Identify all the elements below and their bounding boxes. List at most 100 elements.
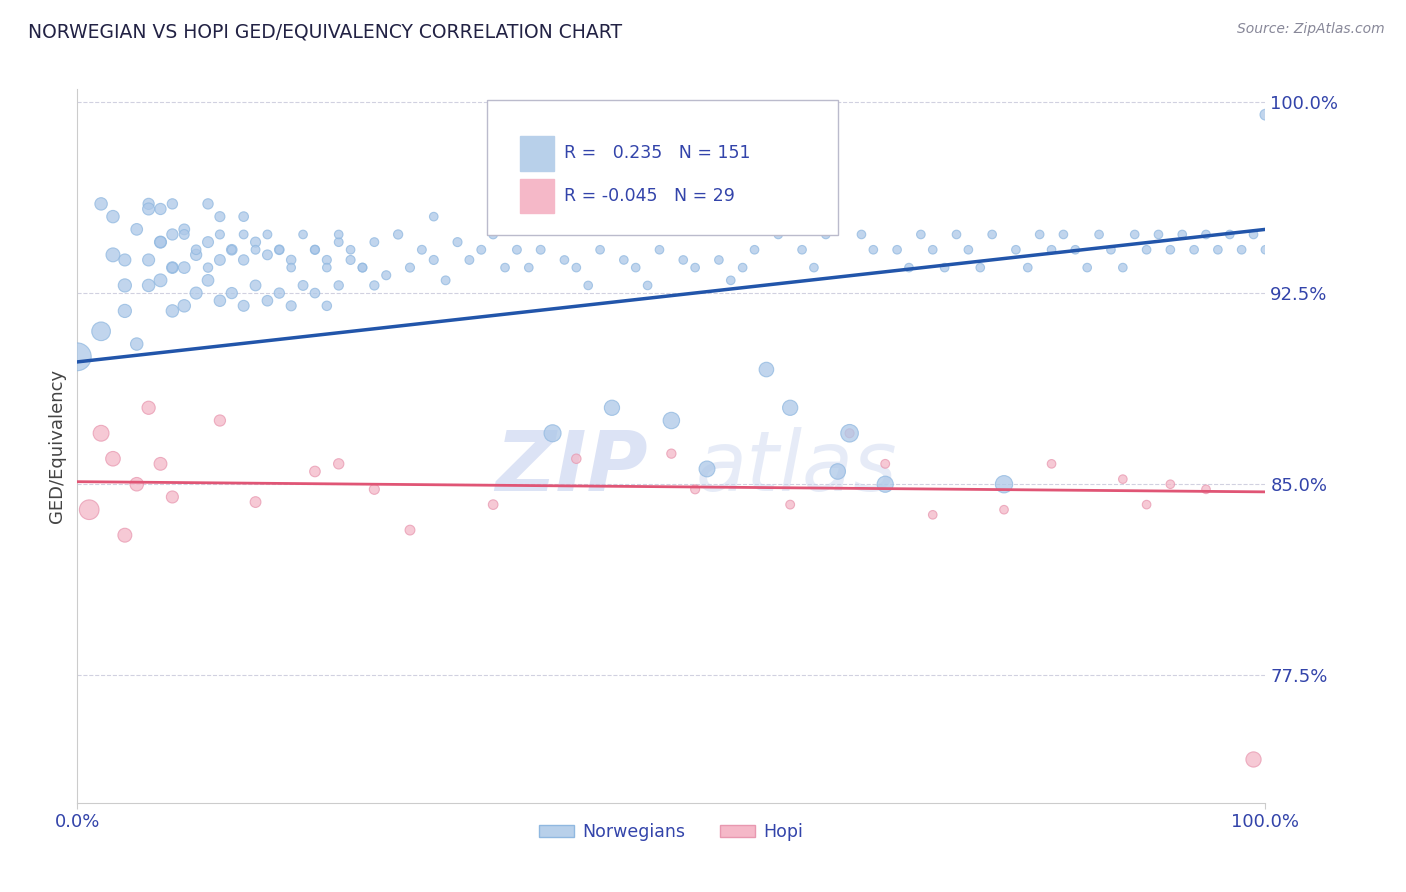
Point [114, 528, 136, 542]
Point [256, 248, 278, 262]
Point [803, 260, 825, 275]
Point [125, 222, 148, 236]
Point [423, 210, 446, 224]
Point [256, 293, 278, 308]
Point [114, 252, 136, 267]
Point [304, 465, 326, 479]
Point [197, 197, 219, 211]
Text: R =   0.235   N = 151: R = 0.235 N = 151 [564, 145, 751, 162]
Point [910, 227, 932, 242]
Point [149, 273, 172, 287]
Y-axis label: GED/Equivalency: GED/Equivalency [48, 369, 66, 523]
Point [162, 197, 184, 211]
Point [245, 235, 267, 249]
Point [221, 243, 243, 257]
Text: atlas: atlas [695, 427, 897, 508]
Point [921, 243, 943, 257]
Point [482, 227, 505, 242]
Point [138, 197, 160, 211]
Point [814, 227, 837, 242]
Point [77, 502, 100, 516]
Point [269, 286, 291, 301]
Point [886, 243, 908, 257]
Point [1243, 752, 1265, 766]
Point [637, 278, 659, 293]
Point [162, 227, 184, 242]
Point [197, 235, 219, 249]
Point [707, 252, 730, 267]
Point [149, 202, 172, 216]
Point [506, 243, 529, 257]
Point [1028, 227, 1050, 242]
Text: R = -0.045   N = 29: R = -0.045 N = 29 [564, 187, 735, 205]
Point [565, 451, 588, 466]
Point [1195, 483, 1218, 497]
Point [993, 477, 1015, 491]
Point [1159, 243, 1181, 257]
Point [1206, 243, 1229, 257]
Point [232, 227, 254, 242]
Point [221, 286, 243, 301]
Point [125, 337, 148, 351]
Point [600, 401, 623, 415]
Point [1040, 457, 1063, 471]
Point [482, 498, 505, 512]
Text: ZIP: ZIP [495, 427, 648, 508]
Point [576, 278, 599, 293]
Point [208, 413, 231, 427]
Point [1254, 243, 1277, 257]
Point [683, 483, 706, 497]
Point [149, 457, 172, 471]
Point [245, 278, 267, 293]
Point [779, 498, 801, 512]
Point [981, 227, 1004, 242]
Point [245, 243, 267, 257]
Point [541, 426, 564, 441]
Point [256, 227, 278, 242]
Point [232, 252, 254, 267]
Point [149, 235, 172, 249]
Point [744, 243, 766, 257]
Point [411, 243, 433, 257]
Bar [520, 136, 554, 170]
Point [221, 243, 243, 257]
Point [875, 457, 897, 471]
Point [375, 268, 398, 283]
Point [304, 243, 326, 257]
Point [186, 248, 208, 262]
Point [838, 426, 860, 441]
Point [173, 299, 195, 313]
Point [661, 447, 683, 461]
Text: Source: ZipAtlas.com: Source: ZipAtlas.com [1237, 22, 1385, 37]
Point [696, 462, 718, 476]
Point [315, 299, 337, 313]
Point [363, 278, 385, 293]
Point [232, 210, 254, 224]
Point [1040, 243, 1063, 257]
Point [399, 523, 422, 537]
Point [957, 243, 980, 257]
Point [280, 299, 302, 313]
Point [304, 286, 326, 301]
Point [162, 260, 184, 275]
Point [114, 304, 136, 318]
Point [352, 260, 374, 275]
Point [245, 495, 267, 509]
Point [1088, 227, 1111, 242]
Point [101, 210, 124, 224]
Point [269, 243, 291, 257]
Point [66, 350, 89, 364]
Point [1195, 227, 1218, 242]
Point [731, 260, 754, 275]
Point [458, 252, 481, 267]
Point [90, 197, 112, 211]
Point [875, 477, 897, 491]
Point [1243, 227, 1265, 242]
Point [827, 465, 849, 479]
Point [423, 252, 446, 267]
Point [446, 235, 468, 249]
Point [173, 227, 195, 242]
Point [470, 243, 492, 257]
Point [720, 273, 742, 287]
Point [101, 451, 124, 466]
